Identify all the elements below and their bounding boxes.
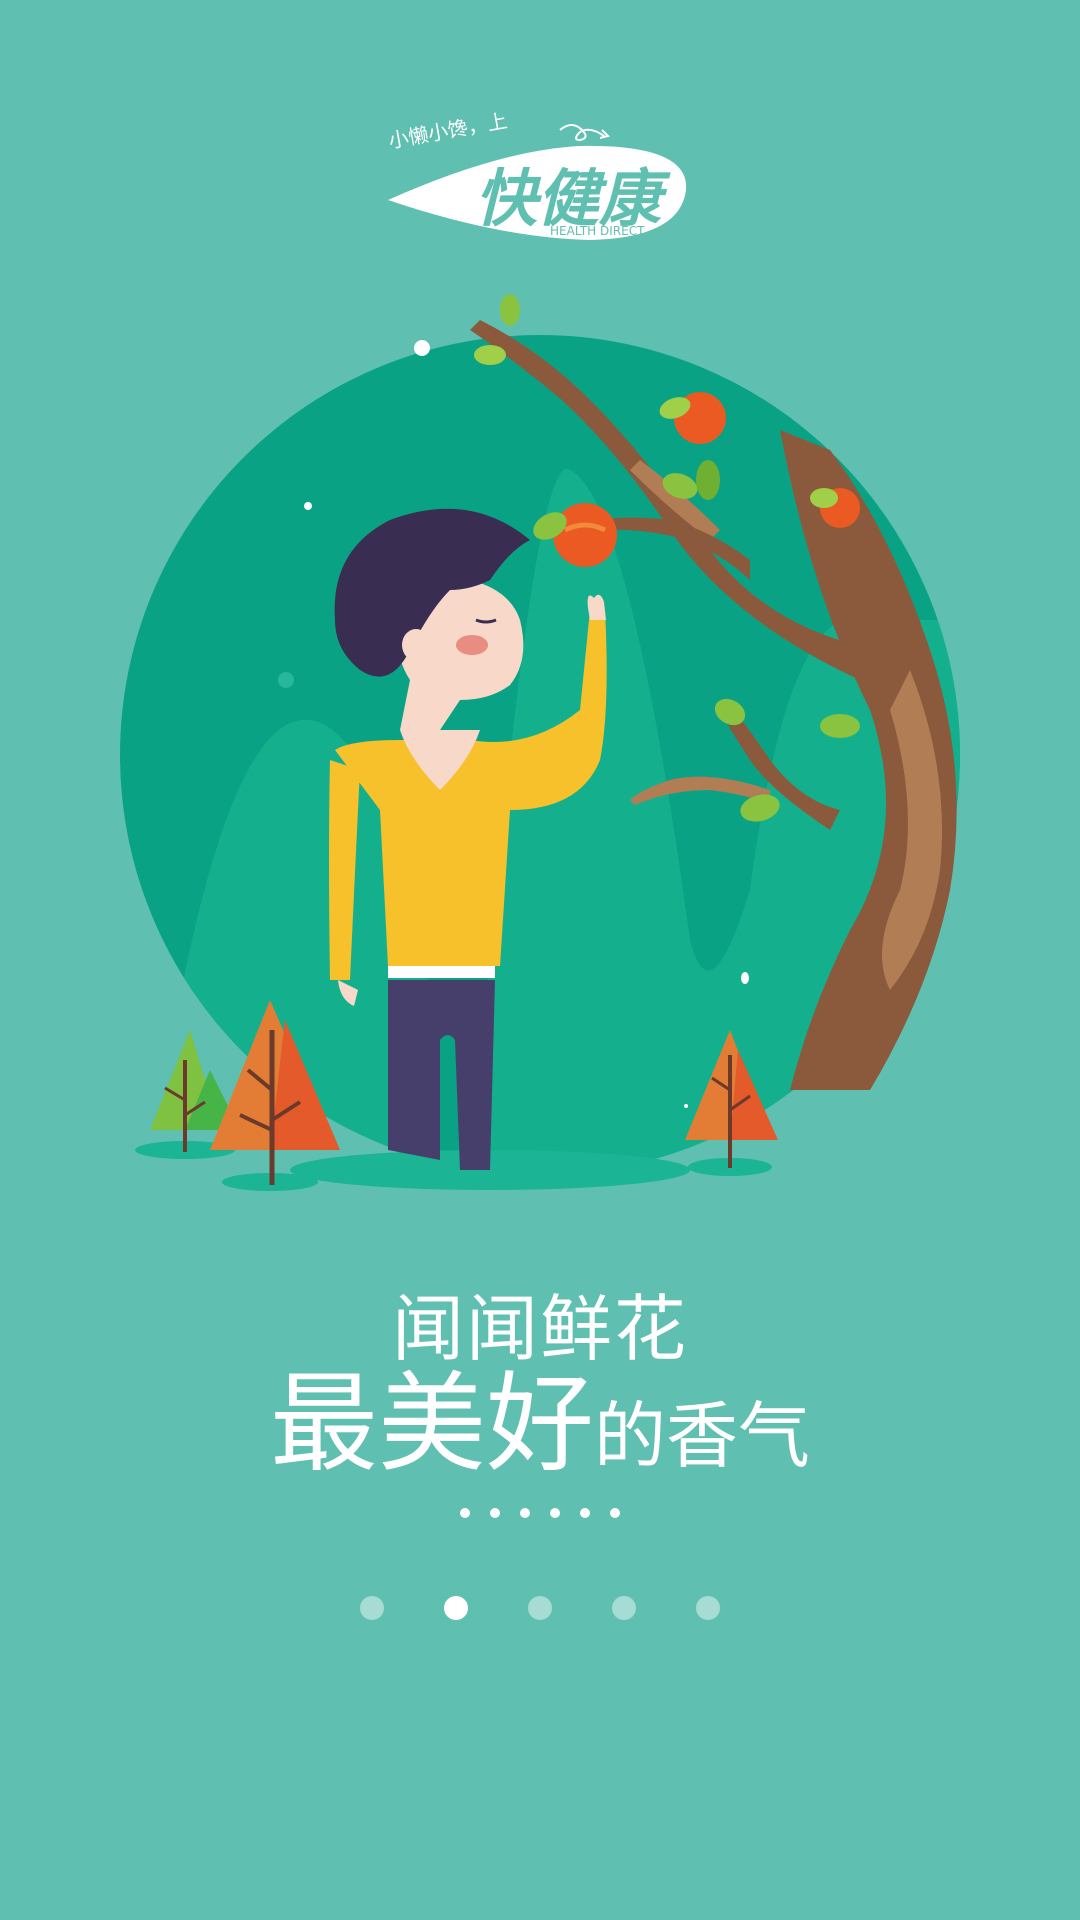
brand-logo: 小懒小馋，上 快健康 HEALTH DIRECT <box>380 110 710 250</box>
page-dot-3[interactable] <box>528 1596 552 1620</box>
decorative-trees <box>135 1000 778 1191</box>
headline-line-1: 闻闻鲜花 <box>391 1287 688 1371</box>
logo-brand: 快健康 <box>475 162 671 235</box>
person-figure <box>329 508 607 1170</box>
logo-sub: HEALTH DIRECT <box>550 224 645 238</box>
headline-emphasis: 最美好 <box>269 1362 594 1487</box>
page-indicator <box>0 1596 1080 1620</box>
page-dot-1[interactable] <box>360 1596 384 1620</box>
headline-suffix: 的香气 <box>594 1394 811 1478</box>
headline-line-2: 最美好的香气 <box>0 1360 1080 1501</box>
decorative-dots <box>0 1508 1080 1518</box>
page-dot-5[interactable] <box>696 1596 720 1620</box>
apple-tree <box>470 294 957 1090</box>
orange-fruit <box>553 503 617 567</box>
logo-slogan: 小懒小馋，上 <box>387 110 509 153</box>
page-dot-4[interactable] <box>612 1596 636 1620</box>
hero-illustration <box>110 290 990 1220</box>
page-dot-2[interactable] <box>444 1596 468 1620</box>
